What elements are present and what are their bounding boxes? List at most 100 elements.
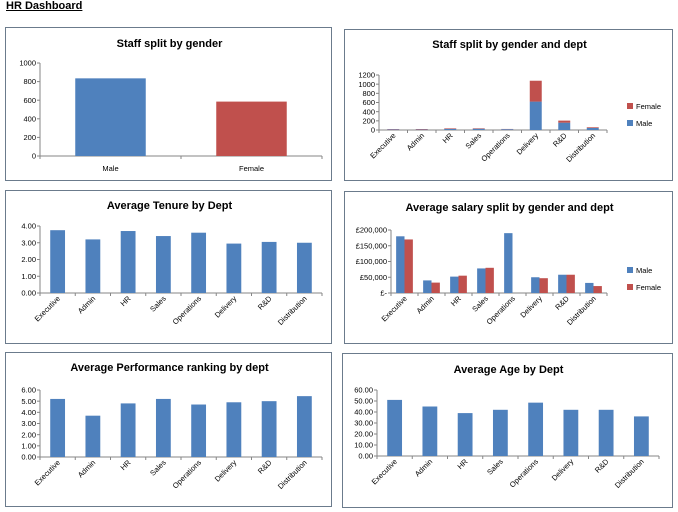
x-tick-label: Admin xyxy=(415,294,436,315)
chart-average-age-by-dept[interactable]: Average Age by Dept 0.00 10.00 20.00 30.00 40… xyxy=(342,353,673,508)
bar-delivery-female xyxy=(539,278,548,293)
chart-title: Average salary split by gender and dept xyxy=(405,202,613,214)
y-tick-label: 400 xyxy=(23,114,36,123)
page-title: HR Dashboard xyxy=(6,0,83,12)
y-tick-label: 600 xyxy=(23,96,36,105)
x-tick-label: Operations xyxy=(485,294,517,326)
chart-staff-split-by-gender-and-dept[interactable]: Staff split by gender and dept 0 200 400 600… xyxy=(344,29,673,181)
y-tick-label: 1200 xyxy=(358,71,375,80)
x-tick-label: R&D xyxy=(551,131,569,149)
bar-male xyxy=(75,78,146,156)
bar-admin xyxy=(85,239,101,293)
y-tick-label: 1.00 xyxy=(21,272,36,281)
bar-sales xyxy=(492,409,508,456)
legend-swatch-male xyxy=(627,267,633,273)
x-tick-label: HR xyxy=(456,457,470,471)
legend-label-male: Male xyxy=(636,119,652,128)
y-tick-label: 800 xyxy=(23,77,36,86)
bar-r-d-female xyxy=(558,120,571,123)
x-tick-label: HR xyxy=(449,294,463,308)
x-tick-label: Delivery xyxy=(213,458,239,484)
bar-sales-male xyxy=(477,268,486,293)
y-tick-label: £50,000 xyxy=(360,273,387,282)
bar-admin-female xyxy=(431,282,440,293)
y-tick-label: £100,000 xyxy=(356,257,387,266)
bar-delivery xyxy=(226,243,242,293)
chart-title: Average Performance ranking by dept xyxy=(70,362,269,374)
bar-operations xyxy=(191,404,207,457)
chart-staff-split-by-gender[interactable]: Staff split by gender 0 200 400 600 800 1000 Ma… xyxy=(5,27,332,181)
x-tick-label: Female xyxy=(239,164,264,173)
x-tick-label: HR xyxy=(119,458,133,472)
bar-operations xyxy=(528,402,544,456)
x-tick-label: Executive xyxy=(33,294,62,323)
bar-r-d-male xyxy=(558,274,567,293)
bar-hr xyxy=(120,403,136,457)
bar-distribution-male xyxy=(586,127,599,130)
bar-r-d xyxy=(261,401,277,457)
bar-admin xyxy=(85,415,101,457)
x-tick-label: Executive xyxy=(380,294,409,323)
bar-delivery-male xyxy=(531,277,540,293)
legend-label-male: Male xyxy=(636,266,652,275)
chart-title: Staff split by gender and dept xyxy=(432,39,587,51)
x-tick-label: Distribution xyxy=(276,458,309,491)
bar-sales xyxy=(155,236,171,293)
x-tick-label: Male xyxy=(102,164,118,173)
x-tick-label: Delivery xyxy=(550,457,576,483)
x-tick-label: Admin xyxy=(76,294,97,315)
x-tick-label: Distribution xyxy=(276,294,309,327)
x-tick-label: R&D xyxy=(593,457,611,475)
x-tick-label: Sales xyxy=(148,294,168,314)
y-tick-label: 60.00 xyxy=(354,386,373,395)
bar-r-d-female xyxy=(566,274,575,293)
bar-hr-male xyxy=(444,128,457,130)
y-tick-label: 0 xyxy=(32,152,36,161)
bar-delivery xyxy=(226,402,242,457)
bar-distribution xyxy=(296,242,312,293)
chart-average-tenure-by-dept[interactable]: Average Tenure by Dept 0.00 1.00 2.00 3.00 4.… xyxy=(5,190,332,344)
x-tick-label: Operations xyxy=(171,458,203,490)
bar-executive-male xyxy=(396,236,405,293)
x-tick-label: R&D xyxy=(256,294,274,312)
bar-r-d-male xyxy=(558,122,571,130)
y-tick-label: 5.00 xyxy=(21,397,36,406)
legend-swatch-female xyxy=(627,103,633,109)
x-tick-label: Admin xyxy=(405,131,426,152)
x-tick-label: Delivery xyxy=(515,131,541,157)
legend-label-female: Female xyxy=(636,102,661,111)
bar-r-d xyxy=(598,409,614,456)
x-tick-label: Sales xyxy=(148,458,168,478)
bar-distribution xyxy=(296,396,312,457)
bar-hr-female xyxy=(444,128,457,129)
y-tick-label: 1000 xyxy=(19,59,36,68)
bar-operations xyxy=(191,232,207,293)
x-tick-label: R&D xyxy=(553,294,571,312)
y-tick-label: 30.00 xyxy=(354,419,373,428)
chart-title: Average Tenure by Dept xyxy=(107,200,233,212)
x-tick-label: Sales xyxy=(485,457,505,477)
y-tick-label: 50.00 xyxy=(354,397,373,406)
legend-swatch-female xyxy=(627,284,633,290)
x-tick-label: Admin xyxy=(76,458,97,479)
bar-delivery-female xyxy=(529,80,542,102)
bar-hr xyxy=(120,231,136,293)
y-tick-label: 6.00 xyxy=(21,386,36,395)
chart-average-salary-by-gender-and-dept[interactable]: Average salary split by gender and dept £… xyxy=(344,191,673,344)
bar-hr-female xyxy=(458,275,467,293)
y-tick-label: 0 xyxy=(371,126,375,135)
x-tick-label: Executive xyxy=(370,457,399,486)
y-tick-label: 800 xyxy=(362,89,375,98)
y-tick-label: 0.00 xyxy=(21,453,36,462)
bar-hr-male xyxy=(450,276,459,293)
bar-hr xyxy=(457,413,473,456)
bar-female xyxy=(216,101,287,156)
chart-average-performance-by-dept[interactable]: Average Performance ranking by dept 0.00 1… xyxy=(5,352,332,507)
bar-distribution-female xyxy=(586,127,599,128)
bar-operations-male xyxy=(504,233,513,293)
y-tick-label: 600 xyxy=(362,98,375,107)
y-tick-label: 40.00 xyxy=(354,408,373,417)
x-tick-label: Executive xyxy=(368,131,397,160)
y-tick-label: 2.00 xyxy=(21,430,36,439)
y-tick-label: £150,000 xyxy=(356,241,387,250)
